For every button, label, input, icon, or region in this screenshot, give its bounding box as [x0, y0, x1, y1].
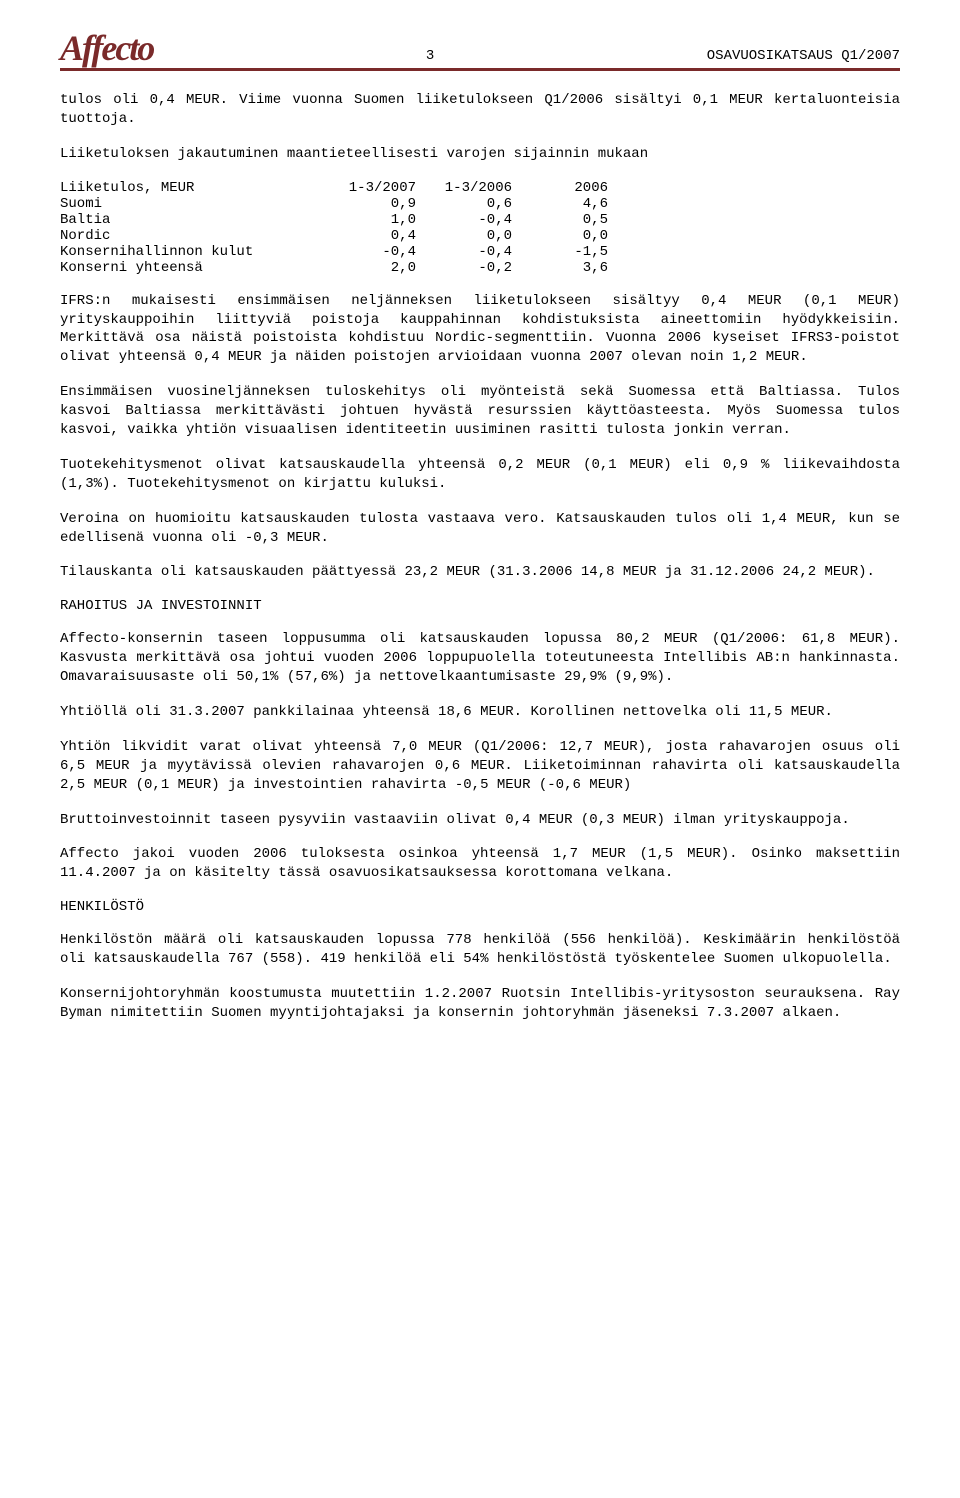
table-row: Suomi 0,9 0,6 4,6 [60, 196, 614, 212]
table-header-row: Liiketulos, MEUR 1-3/2007 1-3/2006 2006 [60, 180, 614, 196]
table-header-cell: 1-3/2006 [422, 180, 518, 196]
page-number: 3 [153, 48, 706, 66]
table-cell: 4,6 [518, 196, 614, 212]
table-row: Nordic 0,4 0,0 0,0 [60, 228, 614, 244]
section-heading: HENKILÖSTÖ [60, 899, 900, 915]
table-header-cell: Liiketulos, MEUR [60, 180, 326, 196]
table-caption: Liiketuloksen jakautuminen maantieteelli… [60, 145, 900, 164]
body-paragraph: tulos oli 0,4 MEUR. Viime vuonna Suomen … [60, 91, 900, 129]
section-heading: RAHOITUS JA INVESTOINNIT [60, 598, 900, 614]
table-cell: 2,0 [326, 260, 422, 276]
header-title: OSAVUOSIKATSAUS Q1/2007 [707, 48, 900, 66]
table-cell: 3,6 [518, 260, 614, 276]
table-header-cell: 1-3/2007 [326, 180, 422, 196]
table-cell: Konserni yhteensä [60, 260, 326, 276]
table-cell: -1,5 [518, 244, 614, 260]
body-paragraph: Ensimmäisen vuosineljänneksen tuloskehit… [60, 383, 900, 440]
table-header-cell: 2006 [518, 180, 614, 196]
body-paragraph: Henkilöstön määrä oli katsauskauden lopu… [60, 931, 900, 969]
table-row: Konsernihallinnon kulut -0,4 -0,4 -1,5 [60, 244, 614, 260]
table-cell: -0,4 [326, 244, 422, 260]
table-cell: -0,4 [422, 212, 518, 228]
table-cell: 0,5 [518, 212, 614, 228]
table-cell: 0,9 [326, 196, 422, 212]
body-paragraph: Veroina on huomioitu katsauskauden tulos… [60, 510, 900, 548]
liiketulos-table: Liiketulos, MEUR 1-3/2007 1-3/2006 2006 … [60, 180, 614, 276]
table-row: Konserni yhteensä 2,0 -0,2 3,6 [60, 260, 614, 276]
table-cell: 0,0 [422, 228, 518, 244]
logo: Affecto [60, 30, 153, 66]
table-cell: Konsernihallinnon kulut [60, 244, 326, 260]
body-paragraph: Yhtiöllä oli 31.3.2007 pankkilainaa yhte… [60, 703, 900, 722]
table-cell: 0,4 [326, 228, 422, 244]
page-header: Affecto 3 OSAVUOSIKATSAUS Q1/2007 [60, 30, 900, 71]
body-paragraph: Tilauskanta oli katsauskauden päättyessä… [60, 563, 900, 582]
table-cell: -0,4 [422, 244, 518, 260]
table-cell: 0,6 [422, 196, 518, 212]
table-cell: Nordic [60, 228, 326, 244]
body-paragraph: Tuotekehitysmenot olivat katsauskaudella… [60, 456, 900, 494]
table-cell: Suomi [60, 196, 326, 212]
table-cell: Baltia [60, 212, 326, 228]
table-cell: 1,0 [326, 212, 422, 228]
body-paragraph: Affecto-konsernin taseen loppusumma oli … [60, 630, 900, 687]
body-paragraph: IFRS:n mukaisesti ensimmäisen neljänneks… [60, 292, 900, 368]
table-row: Baltia 1,0 -0,4 0,5 [60, 212, 614, 228]
table-cell: -0,2 [422, 260, 518, 276]
body-paragraph: Konsernijohtoryhmän koostumusta muutetti… [60, 985, 900, 1023]
body-paragraph: Yhtiön likvidit varat olivat yhteensä 7,… [60, 738, 900, 795]
body-paragraph: Affecto jakoi vuoden 2006 tuloksesta osi… [60, 845, 900, 883]
table-cell: 0,0 [518, 228, 614, 244]
body-paragraph: Bruttoinvestoinnit taseen pysyviin vasta… [60, 811, 900, 830]
